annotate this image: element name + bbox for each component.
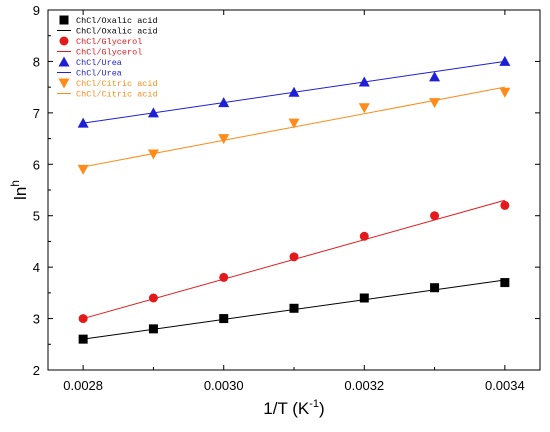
data-point <box>218 97 230 108</box>
data-point <box>500 278 510 288</box>
legend-fit-label: ChCl/Oxalic acid <box>76 27 158 37</box>
data-point <box>219 314 229 324</box>
data-point <box>499 55 511 66</box>
y-tick-label: 6 <box>33 157 40 172</box>
data-point <box>78 334 88 344</box>
y-tick-label: 2 <box>33 363 40 378</box>
legend-label: ChCl/Glycerol <box>76 37 142 47</box>
data-point <box>289 252 299 262</box>
data-point <box>429 98 441 109</box>
x-axis-title-close: ) <box>319 399 325 418</box>
y-axis-title: lnh <box>8 180 30 200</box>
markers-layer <box>77 55 511 344</box>
fit-lines-layer <box>83 60 505 340</box>
data-point <box>77 117 89 128</box>
data-point <box>359 231 369 241</box>
x-axis-title: 1/T (K-1) <box>263 398 324 418</box>
y-axis-title-sup: h <box>8 180 22 187</box>
data-point <box>359 293 369 303</box>
y-tick-label: 4 <box>33 260 40 275</box>
y-tick-label: 7 <box>33 106 40 121</box>
data-point <box>358 103 370 114</box>
y-tick-label: 8 <box>33 54 40 69</box>
data-point <box>148 293 158 303</box>
legend-fit-label: ChCl/Citric acid <box>76 90 158 100</box>
data-point <box>78 314 88 324</box>
data-point <box>219 272 229 282</box>
data-point <box>358 76 370 87</box>
data-point <box>500 200 510 210</box>
x-tick-label: 0.0028 <box>63 378 103 393</box>
data-point <box>429 71 441 82</box>
data-point <box>218 134 230 145</box>
x-tick-label: 0.0034 <box>485 378 525 393</box>
legend-marker <box>59 15 69 25</box>
legend-marker <box>58 56 70 67</box>
data-point <box>288 86 300 97</box>
data-point <box>148 324 158 334</box>
legend-marker <box>58 78 70 89</box>
x-axis-title-sup: -1 <box>309 398 319 410</box>
legend-marker <box>59 36 69 46</box>
data-point <box>499 87 511 98</box>
legend-label: ChCl/Oxalic acid <box>76 16 158 26</box>
data-point <box>288 118 300 129</box>
y-tick-label: 5 <box>33 209 40 224</box>
x-tick-label: 0.0030 <box>204 378 244 393</box>
ticks-layer: 2 3 4 5 6 7 8 9 0.0028 0.0030 0.0032 0.0034 <box>33 3 540 393</box>
data-point <box>147 149 159 160</box>
y-tick-label: 9 <box>33 3 40 18</box>
legend-fit-label: ChCl/Urea <box>76 69 122 79</box>
data-point <box>77 164 89 175</box>
data-point <box>289 303 299 313</box>
y-tick-label: 3 <box>33 312 40 327</box>
data-point <box>430 211 440 221</box>
legend-label: ChCl/Urea <box>76 58 122 68</box>
x-tick-label: 0.0032 <box>344 378 384 393</box>
legend-label: ChCl/Citric acid <box>76 79 158 89</box>
data-point <box>430 283 440 293</box>
legend-fit-label: ChCl/Glycerol <box>76 48 142 58</box>
data-point <box>147 107 159 118</box>
